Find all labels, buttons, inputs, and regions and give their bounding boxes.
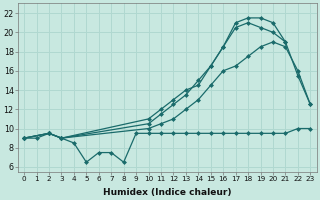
X-axis label: Humidex (Indice chaleur): Humidex (Indice chaleur) bbox=[103, 188, 231, 197]
